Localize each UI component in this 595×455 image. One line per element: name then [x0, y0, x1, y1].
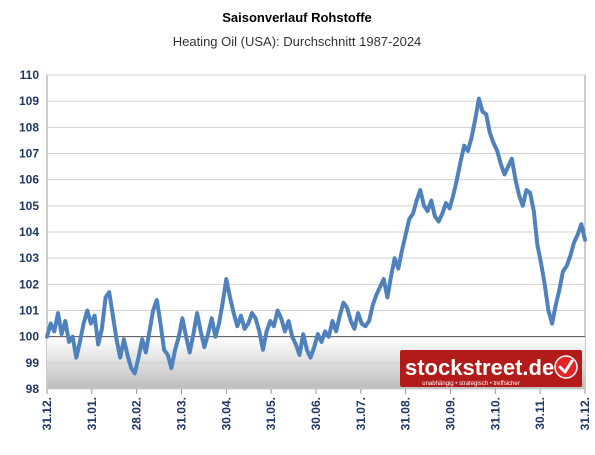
x-tick-label: 30.04. [219, 397, 233, 430]
x-tick-label: 30.11. [533, 397, 547, 430]
x-tick-label: 31.03. [175, 397, 189, 430]
chart-subtitle: Heating Oil (USA): Durchschnitt 1987-202… [173, 34, 422, 49]
x-tick-label: 31.12. [40, 397, 54, 430]
y-tick-label: 110 [20, 68, 40, 82]
x-tick-label: 28.02. [130, 397, 144, 430]
y-tick-label: 99 [26, 356, 40, 370]
y-tick-label: 106 [19, 173, 39, 187]
brand-logo-tagline: unabhängig • strategisch • treffsicher [422, 381, 519, 387]
y-tick-label: 100 [19, 330, 39, 344]
x-axis-ticks: 31.12. 31.01. 28.02. 31.03. 30.04. 31.05. 30.0… [40, 389, 592, 430]
y-tick-label: 101 [19, 304, 39, 318]
y-tick-label: 103 [19, 251, 39, 265]
y-tick-label: 109 [19, 94, 39, 108]
checkmark-icon [558, 359, 574, 374]
x-tick-label: 30.09. [444, 397, 458, 430]
y-tick-label: 104 [19, 225, 39, 239]
y-tick-label: 98 [26, 382, 40, 396]
brand-logo-name: stockstreet.de [405, 355, 554, 380]
y-tick-label: 105 [19, 199, 39, 213]
x-tick-label: 31.12. [578, 397, 592, 430]
x-tick-label: 31.08. [399, 397, 413, 430]
brand-logo: stockstreet.de unabhängig • strategisch … [400, 350, 582, 387]
y-tick-label: 102 [19, 277, 39, 291]
x-tick-label: 31.10. [488, 397, 502, 430]
chart-title: Saisonverlauf Rohstoffe [222, 10, 372, 25]
x-tick-label: 31.07. [354, 397, 368, 430]
brand-logo-background [400, 350, 582, 387]
y-axis-ticks: 98 99 100 101 102 103 104 105 106 107 108 109 110 [19, 68, 39, 396]
y-tick-label: 107 [19, 147, 39, 161]
x-tick-label: 31.05. [264, 397, 278, 430]
y-tick-label: 108 [19, 120, 39, 134]
x-tick-label: 31.01. [85, 397, 99, 430]
checkmark-badge [554, 355, 578, 379]
series-line-heating-oil [45, 96, 587, 376]
x-tick-label: 30.06. [309, 397, 323, 430]
